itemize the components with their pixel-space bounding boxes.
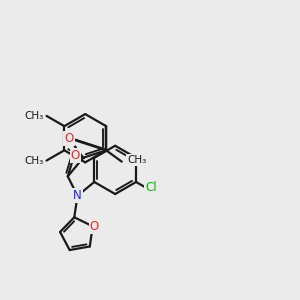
Text: CH₃: CH₃ bbox=[127, 155, 146, 165]
Text: Cl: Cl bbox=[145, 181, 157, 194]
Text: O: O bbox=[89, 220, 99, 233]
Text: N: N bbox=[73, 189, 82, 202]
Text: O: O bbox=[64, 132, 74, 145]
Text: O: O bbox=[70, 149, 80, 162]
Text: CH₃: CH₃ bbox=[24, 156, 44, 166]
Text: CH₃: CH₃ bbox=[24, 111, 44, 121]
